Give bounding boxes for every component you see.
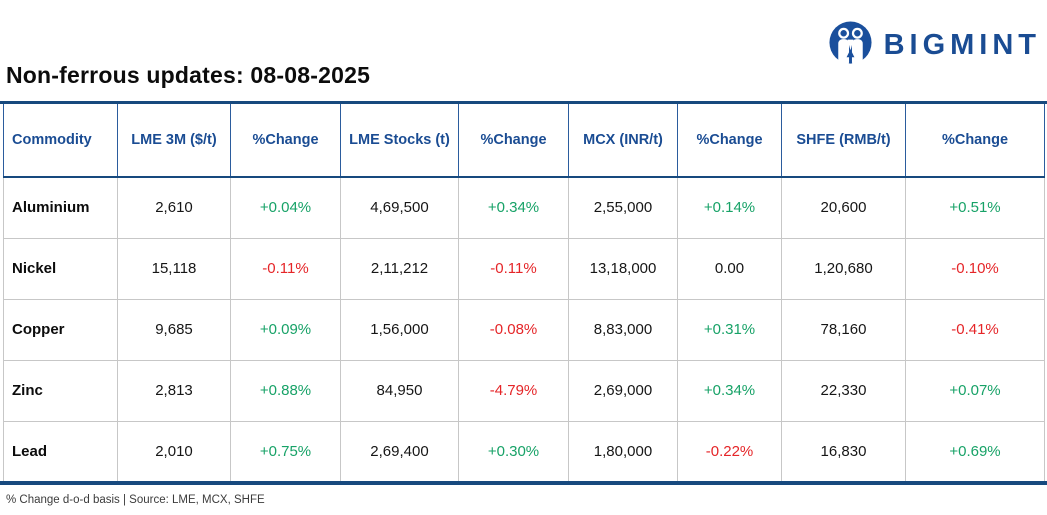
cell-lme-3m-change: +0.88%: [230, 360, 341, 422]
cell-mcx: 2,69,000: [568, 360, 678, 422]
cell-lme-stocks-change: -0.11%: [458, 238, 569, 300]
table-header: Commodity LME 3M ($/t) %Change LME Stock…: [3, 104, 1045, 178]
cell-lme-stocks: 2,69,400: [340, 421, 459, 481]
cell-mcx: 1,80,000: [568, 421, 678, 481]
cell-shfe-change: +0.07%: [905, 360, 1045, 422]
cell-lme-stocks-change: +0.30%: [458, 421, 569, 481]
cell-commodity: Aluminium: [3, 177, 118, 239]
top-rule: [0, 101, 1047, 104]
header-shfe: SHFE (RMB/t): [781, 104, 906, 178]
table-row: Zinc 2,813 +0.88% 84,950 -4.79% 2,69,000…: [3, 360, 1045, 422]
bigmint-logo: BIGMINT: [827, 20, 1041, 70]
cell-lme-3m-change: +0.04%: [230, 177, 341, 239]
bigmint-logo-icon: [829, 21, 872, 67]
commodity-table: Commodity LME 3M ($/t) %Change LME Stock…: [3, 104, 1045, 481]
cell-lme-stocks-change: +0.34%: [458, 177, 569, 239]
header-commodity: Commodity: [3, 104, 118, 178]
cell-shfe-change: +0.69%: [905, 421, 1045, 481]
cell-lme-stocks: 2,11,212: [340, 238, 459, 300]
cell-lme-3m: 15,118: [117, 238, 231, 300]
cell-shfe-change: +0.51%: [905, 177, 1045, 239]
commodity-table-wrap: Commodity LME 3M ($/t) %Change LME Stock…: [3, 104, 1045, 481]
cell-lme-3m-change: -0.11%: [230, 238, 341, 300]
table-row: Aluminium 2,610 +0.04% 4,69,500 +0.34% 2…: [3, 177, 1045, 239]
cell-shfe: 20,600: [781, 177, 906, 239]
cell-mcx-change: -0.22%: [677, 421, 782, 481]
cell-commodity: Copper: [3, 299, 118, 361]
header-shfe-change: %Change: [905, 104, 1045, 178]
cell-shfe-change: -0.10%: [905, 238, 1045, 300]
table-row: Lead 2,010 +0.75% 2,69,400 +0.30% 1,80,0…: [3, 421, 1045, 481]
cell-commodity: Lead: [3, 421, 118, 481]
header-lme-stocks: LME Stocks (t): [340, 104, 459, 178]
header-mcx-change: %Change: [677, 104, 782, 178]
cell-shfe: 22,330: [781, 360, 906, 422]
cell-lme-3m: 2,610: [117, 177, 231, 239]
page-title: Non-ferrous updates: 08-08-2025: [6, 62, 371, 88]
cell-mcx: 2,55,000: [568, 177, 678, 239]
cell-shfe: 1,20,680: [781, 238, 906, 300]
header-mcx: MCX (INR/t): [568, 104, 678, 178]
table-body: Aluminium 2,610 +0.04% 4,69,500 +0.34% 2…: [3, 177, 1045, 481]
cell-commodity: Nickel: [3, 238, 118, 300]
cell-shfe-change: -0.41%: [905, 299, 1045, 361]
table-row: Nickel 15,118 -0.11% 2,11,212 -0.11% 13,…: [3, 238, 1045, 300]
table-row: Copper 9,685 +0.09% 1,56,000 -0.08% 8,83…: [3, 299, 1045, 361]
bottom-rule: [0, 481, 1047, 485]
cell-mcx: 8,83,000: [568, 299, 678, 361]
header-lme-3m: LME 3M ($/t): [117, 104, 231, 178]
table-header-row: Commodity LME 3M ($/t) %Change LME Stock…: [3, 104, 1045, 178]
header-lme-stocks-change: %Change: [458, 104, 569, 178]
cell-lme-stocks: 84,950: [340, 360, 459, 422]
cell-lme-stocks: 4,69,500: [340, 177, 459, 239]
cell-mcx-change: +0.34%: [677, 360, 782, 422]
cell-shfe: 16,830: [781, 421, 906, 481]
cell-lme-3m: 9,685: [117, 299, 231, 361]
cell-mcx-change: 0.00: [677, 238, 782, 300]
header-lme-3m-change: %Change: [230, 104, 341, 178]
cell-lme-stocks-change: -4.79%: [458, 360, 569, 422]
bigmint-logo-text: BIGMINT: [883, 28, 1041, 61]
cell-mcx-change: +0.14%: [677, 177, 782, 239]
cell-lme-3m: 2,010: [117, 421, 231, 481]
cell-lme-3m: 2,813: [117, 360, 231, 422]
cell-lme-3m-change: +0.09%: [230, 299, 341, 361]
cell-shfe: 78,160: [781, 299, 906, 361]
cell-lme-3m-change: +0.75%: [230, 421, 341, 481]
footnote: % Change d-o-d basis | Source: LME, MCX,…: [6, 494, 265, 506]
cell-lme-stocks-change: -0.08%: [458, 299, 569, 361]
cell-commodity: Zinc: [3, 360, 118, 422]
cell-lme-stocks: 1,56,000: [340, 299, 459, 361]
cell-mcx: 13,18,000: [568, 238, 678, 300]
cell-mcx-change: +0.31%: [677, 299, 782, 361]
